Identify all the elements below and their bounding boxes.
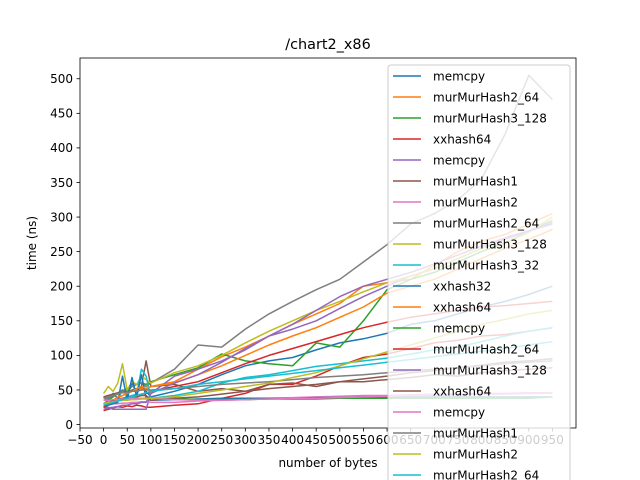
y-tick-label: 150	[50, 314, 73, 328]
x-tick-label: 50	[120, 433, 135, 447]
y-tick-label: 400	[50, 141, 73, 155]
legend-label: murMurHash2_64	[433, 343, 539, 357]
y-tick-label: 50	[58, 383, 73, 397]
x-tick-label: 550	[352, 433, 375, 447]
legend-label: murMurHash1	[433, 175, 518, 189]
legend-label: murMurHash1	[433, 427, 518, 441]
legend-label: memcpy	[433, 70, 485, 84]
y-tick-label: 0	[65, 418, 73, 432]
legend-label: murMurHash3_128	[433, 112, 547, 126]
legend-label: memcpy	[433, 154, 485, 168]
legend-label: xxhash64	[433, 133, 491, 147]
legend-box	[387, 64, 571, 480]
legend-label: xxhash32	[433, 280, 491, 294]
y-tick-label: 250	[50, 245, 73, 259]
x-axis-label: number of bytes	[278, 456, 377, 470]
plot-frame	[79, 57, 577, 429]
x-tick-label: 250	[210, 433, 233, 447]
legend-label: xxhash64	[433, 301, 491, 315]
x-tick-label: 500	[328, 433, 351, 447]
y-tick-label: 300	[50, 210, 73, 224]
x-tick-label: 450	[305, 433, 328, 447]
y-tick-label: 200	[50, 280, 73, 294]
legend-label: murMurHash3_128	[433, 238, 547, 252]
chart-title: /chart2_x86	[285, 37, 370, 53]
x-tick-label: 0	[100, 433, 108, 447]
legend-label: murMurHash3_128	[433, 364, 547, 378]
x-tick-label: 100	[139, 433, 162, 447]
y-axis-label: time (ns)	[25, 216, 39, 270]
legend-label: xxhash64	[433, 385, 491, 399]
legend-label: murMurHash2_64	[433, 469, 539, 480]
x-tick-label: 150	[163, 433, 186, 447]
y-tick-label: 100	[50, 349, 73, 363]
legend-label: memcpy	[433, 322, 485, 336]
y-tick-label: 450	[50, 107, 73, 121]
x-tick-label: 300	[234, 433, 257, 447]
x-tick-label: 400	[281, 433, 304, 447]
legend-label: murMurHash2_64	[433, 91, 539, 105]
legend-label: murMurHash3_32	[433, 259, 539, 273]
legend-label: memcpy	[433, 406, 485, 420]
x-tick-label: 350	[257, 433, 280, 447]
legend: memcpymurMurHash2_64murMurHash3_128xxhas…	[387, 64, 571, 480]
legend-label: murMurHash2_64	[433, 217, 539, 231]
y-tick-label: 350	[50, 176, 73, 190]
x-tick-label: 200	[187, 433, 210, 447]
legend-label: murMurHash2	[433, 196, 518, 210]
legend-label: murMurHash2	[433, 448, 518, 462]
y-tick-label: 500	[50, 72, 73, 86]
x-tick-label: −50	[67, 433, 92, 447]
